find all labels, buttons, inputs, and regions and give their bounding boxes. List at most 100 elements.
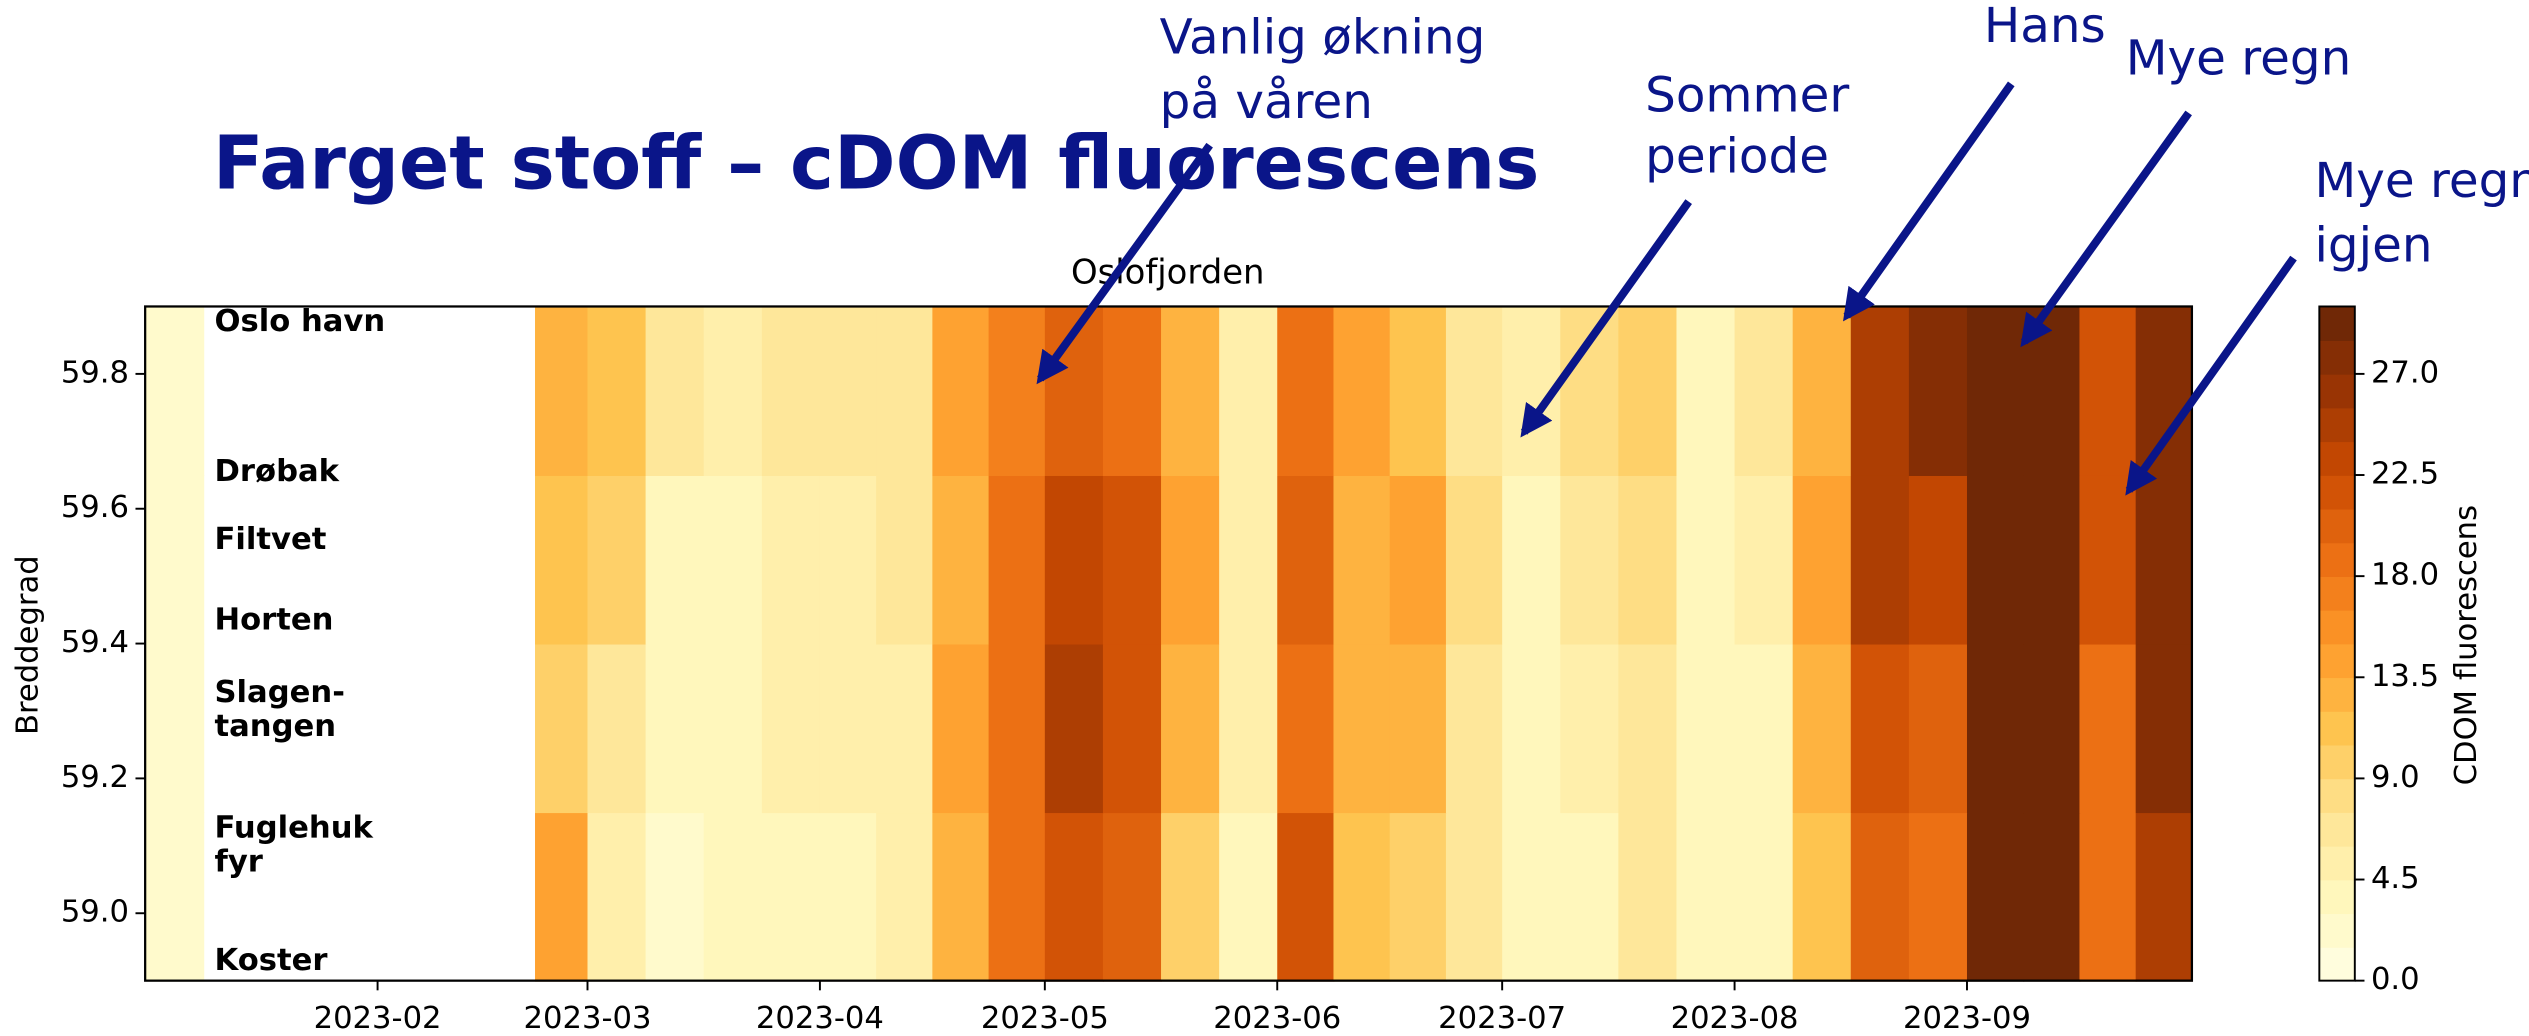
heatmap — [145, 306, 2193, 982]
heatmap-cell — [819, 643, 878, 814]
heatmap-cell — [703, 306, 763, 476]
station-label: Koster — [215, 943, 329, 978]
station-label: tangen — [215, 709, 337, 744]
heatmap-cell — [1676, 643, 1736, 814]
annotation-text: igjen — [2314, 217, 2432, 273]
heatmap-cell — [587, 643, 647, 814]
annotation-text: Vanlig økning — [1160, 9, 1486, 65]
heatmap-cell — [876, 306, 934, 476]
annotation-text: Mye regn — [2126, 30, 2351, 86]
x-tick-label: 2023-09 — [1903, 1001, 2031, 1036]
heatmap-cell — [1219, 306, 1279, 476]
heatmap-cell — [1560, 812, 1620, 982]
heatmap-cell — [761, 475, 821, 645]
heatmap-cell — [1445, 812, 1504, 982]
y-tick-label: 59.6 — [61, 490, 129, 525]
heatmap-cell — [1966, 643, 2025, 814]
colorbar-band — [2319, 812, 2355, 847]
y-tick-label: 59.2 — [61, 760, 129, 795]
heatmap-cell — [1389, 812, 1447, 982]
colorbar-band — [2319, 306, 2355, 341]
colorbar-band — [2319, 475, 2355, 510]
heatmap-cell — [1560, 306, 1620, 476]
colorbar-tick-label: 18.0 — [2371, 558, 2439, 593]
heatmap-cell — [1792, 812, 1852, 982]
heatmap-cell — [1277, 306, 1335, 476]
heatmap-cell — [1850, 475, 1910, 645]
heatmap-cell — [1734, 306, 1794, 476]
heatmap-cell — [1161, 306, 1221, 476]
heatmap-cell — [988, 643, 1046, 814]
colorbar-band — [2319, 677, 2355, 712]
colorbar-band — [2319, 373, 2355, 409]
heatmap-cell — [1966, 812, 2025, 982]
colorbar-band — [2319, 710, 2355, 746]
heatmap-cell — [1908, 643, 1968, 814]
heatmap-cell — [1219, 643, 1279, 814]
heatmap-cell — [819, 306, 878, 476]
heatmap-cell — [2079, 812, 2137, 982]
colorbar-band — [2319, 778, 2355, 813]
x-tick-label: 2023-04 — [756, 1001, 884, 1036]
heatmap-cell — [1389, 643, 1447, 814]
colorbar-tick-label: 4.5 — [2371, 861, 2420, 896]
heatmap-cell — [1219, 812, 1279, 982]
heatmap-cell — [1333, 812, 1391, 982]
colorbar-label: CDOM fluorescens — [2449, 505, 2484, 785]
annotation-arrow — [2020, 110, 2192, 348]
heatmap-cell — [645, 306, 705, 476]
station-label: Fuglehuk — [215, 811, 374, 846]
heatmap-cell — [932, 643, 990, 814]
y-tick-label: 59.0 — [61, 895, 129, 930]
heatmap-cell — [1102, 475, 1163, 645]
heatmap-cell — [761, 306, 821, 476]
heatmap-cell — [1908, 306, 1968, 476]
heatmap-cell — [1277, 812, 1335, 982]
heatmap-cell — [145, 475, 205, 645]
colorbar-band — [2319, 340, 2355, 375]
colorbar-band — [2319, 913, 2355, 948]
colorbar-tick-label: 13.5 — [2371, 659, 2439, 694]
heatmap-cell — [2023, 812, 2081, 982]
heatmap-cell — [1044, 812, 1104, 982]
annotation-arrow — [1036, 142, 1213, 385]
heatmap-cell — [1676, 812, 1736, 982]
x-tick-label: 2023-02 — [314, 1001, 442, 1036]
heatmap-cell — [819, 475, 878, 645]
station-label: Drøbak — [215, 454, 340, 489]
colorbar-tick-label: 0.0 — [2371, 962, 2420, 997]
heatmap-cell — [535, 643, 589, 814]
heatmap-cell — [876, 643, 934, 814]
colorbar-tick-label: 22.5 — [2371, 457, 2439, 492]
heatmap-cell — [1445, 643, 1504, 814]
x-tick-label: 2023-08 — [1671, 1001, 1799, 1036]
annotation-arrow — [1520, 199, 1692, 438]
heatmap-cell — [587, 812, 647, 982]
heatmap-cell — [988, 812, 1046, 982]
annotation-arrow — [1843, 81, 2015, 322]
heatmap-cell — [703, 643, 763, 814]
colorbar-band — [2319, 879, 2355, 915]
colorbar-band — [2319, 744, 2355, 780]
heatmap-cell — [1161, 643, 1221, 814]
heatmap-cell — [988, 475, 1046, 645]
slide-title: Farget stoff – cDOM fluorescens — [213, 120, 1540, 206]
station-label: Slagen- — [215, 675, 345, 710]
heatmap-cell — [2079, 643, 2137, 814]
colorbar-band — [2319, 508, 2355, 544]
chart-title: Oslofjorden — [1071, 253, 1265, 292]
heatmap-cell — [1792, 475, 1852, 645]
colorbar-band — [2319, 609, 2355, 645]
heatmap-cell — [1502, 812, 1562, 982]
heatmap-cell — [1850, 812, 1910, 982]
heatmap-cell — [535, 306, 589, 476]
heatmap-cell — [1044, 643, 1104, 814]
heatmap-cell — [1618, 475, 1678, 645]
heatmap-cell — [1333, 643, 1391, 814]
heatmap-cell — [876, 812, 934, 982]
station-label: Filtvet — [215, 522, 327, 557]
heatmap-cell — [1618, 643, 1678, 814]
colorbar-band — [2319, 643, 2355, 679]
station-label: fyr — [215, 844, 264, 879]
